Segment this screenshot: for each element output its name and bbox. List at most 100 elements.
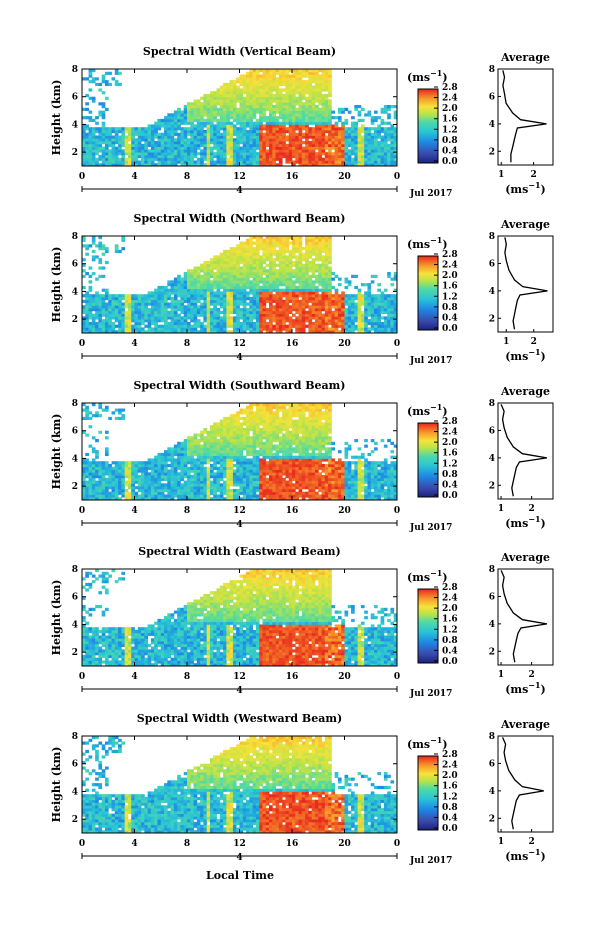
heatmap-cell xyxy=(259,85,263,89)
heatmap-cell xyxy=(328,107,332,111)
heatmap-cell xyxy=(380,121,385,125)
heatmap-cell xyxy=(98,324,103,328)
heatmap-cell xyxy=(203,327,208,331)
heatmap-cell xyxy=(177,291,181,295)
heatmap-cell xyxy=(334,141,339,145)
y-tick-label: 6 xyxy=(72,93,78,103)
heatmap-cell xyxy=(308,313,313,317)
heatmap-cell xyxy=(311,154,316,159)
heatmap-cell xyxy=(269,302,273,306)
heatmap-cell xyxy=(259,149,263,153)
heatmap-cell xyxy=(367,291,372,295)
heatmap-cell xyxy=(305,296,309,301)
heatmap-cell xyxy=(380,321,385,326)
heatmap-cell xyxy=(370,160,375,164)
heatmap-cell xyxy=(226,321,231,326)
heatmap-cell xyxy=(321,96,326,100)
heatmap-cell xyxy=(157,296,162,301)
heatmap-cell xyxy=(164,146,168,150)
heatmap-cell xyxy=(95,291,99,295)
heatmap-cell xyxy=(101,274,106,278)
heatmap-cell xyxy=(305,274,309,278)
heatmap-cell xyxy=(108,316,112,320)
heatmap-cell xyxy=(219,163,224,167)
heatmap-cell xyxy=(324,236,329,240)
heatmap-cell xyxy=(272,135,276,139)
heatmap-cell xyxy=(131,149,135,153)
heatmap-cell xyxy=(200,127,204,131)
heatmap-cell xyxy=(118,491,122,495)
heatmap-cell xyxy=(275,288,280,292)
y-tick-label: 2 xyxy=(72,148,78,158)
heatmap-cell xyxy=(147,463,152,468)
heatmap-cell xyxy=(141,494,145,498)
heatmap-cell xyxy=(203,285,208,290)
heatmap-cell xyxy=(190,105,194,109)
heatmap-cell xyxy=(357,310,362,314)
heatmap-cell xyxy=(219,96,224,100)
heatmap-cell xyxy=(200,266,204,270)
heatmap-cell xyxy=(167,475,171,479)
heatmap-cell xyxy=(157,308,162,312)
heatmap-cell xyxy=(187,283,191,287)
heatmap-cell xyxy=(101,324,106,328)
heatmap-cell xyxy=(196,143,201,147)
heatmap-cell xyxy=(383,296,388,301)
heatmap-cell xyxy=(249,124,254,128)
heatmap-cell xyxy=(173,121,178,125)
heatmap-cell xyxy=(318,138,322,142)
heatmap-cell xyxy=(98,302,103,306)
heatmap-cell xyxy=(249,113,254,117)
heatmap-cell xyxy=(180,294,185,298)
heatmap-cell xyxy=(285,154,290,159)
heatmap-cell xyxy=(111,299,116,303)
heatmap-cell xyxy=(104,96,109,100)
heatmap-cell xyxy=(354,302,359,306)
heatmap-cell xyxy=(157,497,162,501)
heatmap-cell xyxy=(272,269,276,273)
heatmap-cell xyxy=(219,302,224,306)
heatmap-cell xyxy=(387,302,391,306)
heatmap-cell xyxy=(226,132,231,136)
heatmap-cell xyxy=(164,483,168,487)
heatmap-cell xyxy=(236,330,240,334)
heatmap-cell xyxy=(242,96,247,100)
heatmap-cell xyxy=(344,107,349,111)
heatmap-cell xyxy=(200,330,204,334)
heatmap-cell xyxy=(298,288,303,292)
heatmap-cell xyxy=(272,157,276,161)
heatmap-cell xyxy=(278,299,283,303)
heatmap-cell xyxy=(390,146,395,150)
heatmap-cell xyxy=(88,461,93,465)
heatmap-cell xyxy=(246,310,250,314)
heatmap-cell xyxy=(164,455,168,459)
heatmap-cell xyxy=(226,308,231,312)
heatmap-cell xyxy=(91,154,96,159)
heatmap-cell xyxy=(88,294,93,298)
avg-profile-line xyxy=(504,237,548,330)
heatmap-cell xyxy=(144,461,149,465)
heatmap-cell xyxy=(288,138,293,142)
heatmap-cell xyxy=(232,263,237,267)
heatmap-cell xyxy=(216,291,221,295)
heatmap-cell xyxy=(314,310,319,314)
heatmap-cell xyxy=(104,324,109,328)
heatmap-cell xyxy=(127,154,132,159)
heatmap-cell xyxy=(321,118,326,123)
heatmap-cell xyxy=(252,327,257,331)
heatmap-cell xyxy=(190,310,194,314)
heatmap-cell xyxy=(150,302,155,306)
heatmap-cell xyxy=(157,310,162,314)
heatmap-cell xyxy=(393,138,398,142)
heatmap-cell xyxy=(154,472,158,476)
heatmap-cell xyxy=(183,321,188,326)
heatmap-cell xyxy=(104,450,109,454)
heatmap-cell xyxy=(370,149,375,153)
heatmap-cell xyxy=(144,477,149,481)
heatmap-cell xyxy=(85,330,89,334)
heatmap-cell xyxy=(308,310,313,314)
heatmap-cell xyxy=(246,146,250,150)
heatmap-cell xyxy=(255,93,260,98)
heatmap-cell xyxy=(354,308,359,312)
heatmap-cell xyxy=(111,143,116,147)
